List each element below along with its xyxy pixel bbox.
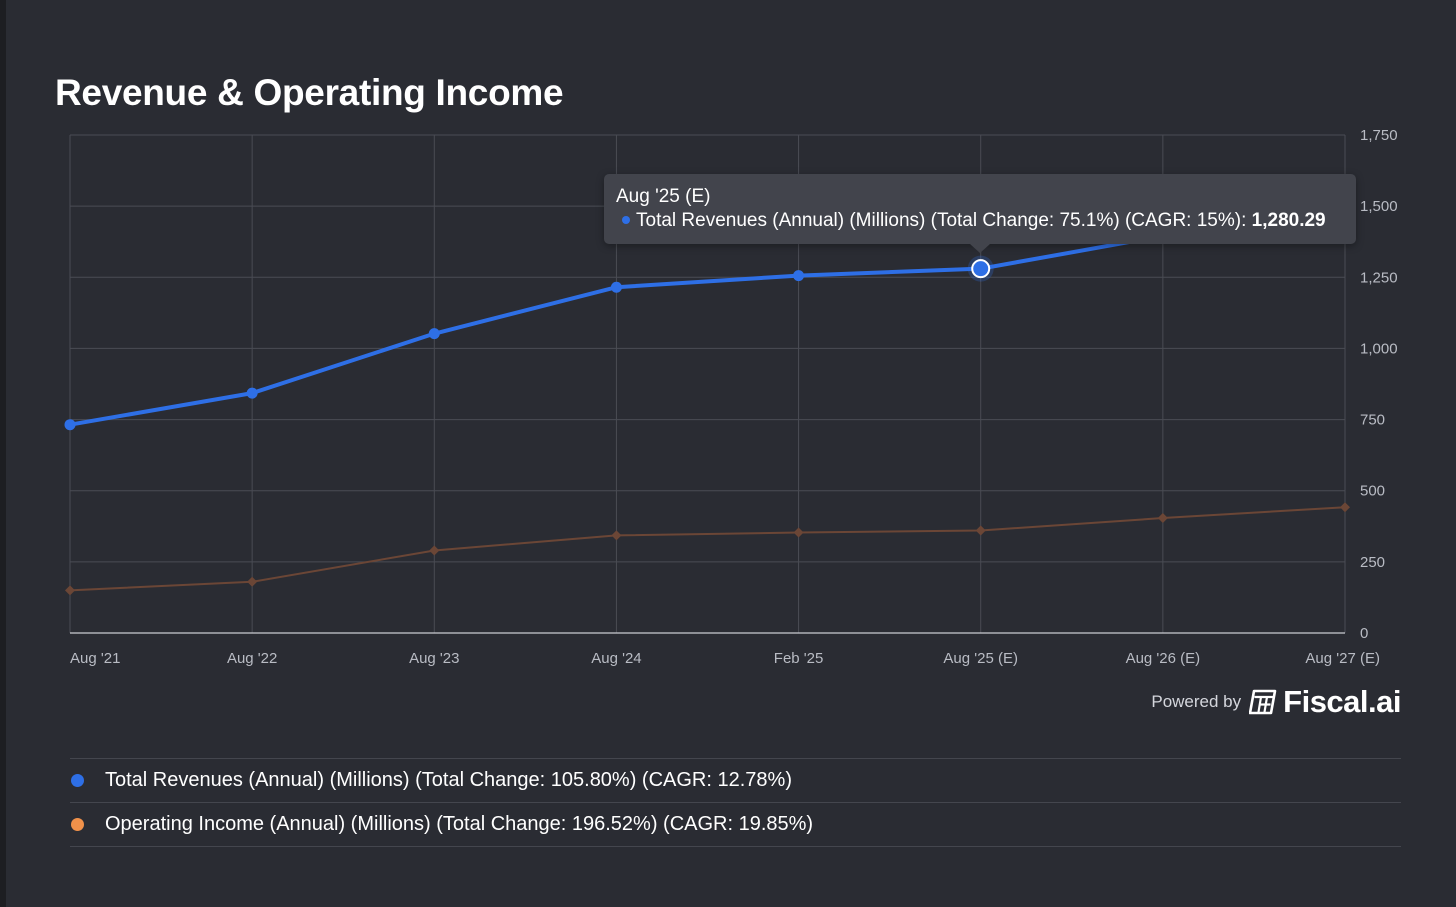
x-tick-label: Aug '26 (E): [1126, 650, 1201, 667]
y-tick-label: 1,000: [1360, 340, 1398, 357]
tooltip-series-dot: [622, 215, 630, 224]
legend-dot-revenue: [71, 774, 84, 787]
window-edge: [0, 0, 6, 907]
y-tick-label: 0: [1360, 625, 1368, 642]
revenue-point: [246, 387, 258, 399]
x-tick-label: Aug '21: [70, 650, 120, 667]
y-tick-label: 500: [1360, 483, 1385, 500]
x-tick-label: Aug '24: [591, 650, 641, 667]
revenue-point: [793, 270, 805, 282]
fiscal-brand: Fiscal.ai: [1283, 684, 1401, 719]
y-tick-label: 1,500: [1360, 198, 1398, 215]
operating-income-point: [1157, 513, 1168, 524]
x-tick-label: Aug '23: [409, 650, 459, 667]
revenue-point: [610, 281, 622, 293]
fiscal-logo-icon: [1249, 689, 1277, 715]
y-tick-label: 250: [1360, 554, 1385, 571]
operating-income-point: [1340, 502, 1350, 513]
y-tick-label: 1,750: [1360, 127, 1398, 144]
tooltip-line: Total Revenues (Annual) (Millions) (Tota…: [616, 210, 1344, 232]
operating-income-point: [247, 576, 258, 587]
operating-income-point: [611, 530, 622, 541]
operating-income-line: [69, 506, 1346, 592]
x-tick-label: Aug '25 (E): [943, 650, 1018, 667]
legend-label-revenue: Total Revenues (Annual) (Millions) (Tota…: [105, 769, 792, 791]
y-tick-label: 750: [1360, 412, 1385, 429]
legend-label-operating-income: Operating Income (Annual) (Millions) (To…: [105, 813, 814, 835]
chart-legend: Total Revenues (Annual) (Millions) (Tota…: [70, 758, 1401, 847]
legend-item-operating-income[interactable]: Operating Income (Annual) (Millions) (To…: [70, 802, 1401, 847]
tooltip-series-text: Total Revenues (Annual) (Millions) (Tota…: [636, 210, 1252, 231]
x-tick-label: Feb '25: [774, 650, 824, 667]
powered-by-label: Powered by: [1151, 692, 1242, 711]
revenue-point: [428, 328, 440, 340]
x-tick-label: Aug '22: [227, 650, 277, 667]
tooltip-value: 1,280.29: [1251, 210, 1326, 231]
legend-dot-operating-income: [71, 818, 84, 831]
operating-income-point: [65, 585, 75, 596]
x-tick-label: Aug '27 (E): [1305, 650, 1380, 667]
chart-title: Revenue & Operating Income: [55, 72, 564, 113]
chart-tooltip: Aug '25 (E) Total Revenues (Annual) (Mil…: [604, 174, 1356, 253]
chart-svg[interactable]: 0 250 500 750 1,000 1,250 1,500 1,750 Aug '21 Aug…: [0, 0, 1456, 700]
revenue-point-highlighted: [971, 259, 991, 279]
tooltip-date: Aug '25 (E): [616, 186, 711, 207]
operating-income-point: [793, 527, 804, 538]
revenue-point: [64, 419, 76, 431]
operating-income-point: [975, 525, 986, 536]
powered-by[interactable]: Powered by Fiscal.ai: [1151, 684, 1401, 720]
legend-item-revenue[interactable]: Total Revenues (Annual) (Millions) (Tota…: [70, 758, 1401, 802]
operating-income-point: [429, 545, 440, 556]
y-tick-label: 1,250: [1360, 269, 1398, 286]
